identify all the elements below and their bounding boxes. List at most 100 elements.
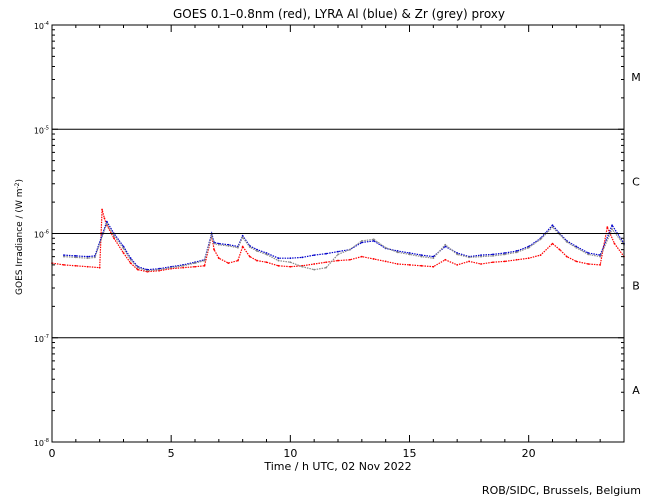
data-point-lyra_al: [372, 239, 375, 242]
data-point-goes: [599, 263, 602, 266]
y-tick-label: 10-4: [34, 21, 49, 31]
data-point-goes: [372, 258, 375, 260]
data-point-lyra_zr: [170, 266, 173, 269]
data-point-goes: [575, 260, 578, 263]
y-axis-ticks: 10-810-710-610-510-4: [34, 21, 624, 448]
data-point-lyra_al: [301, 256, 304, 259]
data-point-lyra_al: [313, 254, 316, 257]
x-axis-ticks: 0 5 10 15 20: [49, 25, 625, 460]
data-point-lyra_zr: [396, 251, 399, 254]
data-point-lyra_zr: [241, 236, 244, 239]
data-point-lyra_zr: [301, 265, 304, 268]
data-point-lyra_al: [408, 252, 411, 254]
flare-class-label: M: [631, 71, 641, 84]
y-tick-base: 10: [34, 231, 44, 240]
data-point-lyra_zr: [256, 250, 258, 252]
data-point-goes: [420, 264, 423, 267]
data-point-lyra_zr: [146, 269, 149, 272]
data-point-lyra_zr: [217, 243, 220, 246]
data-point-goes: [384, 260, 387, 263]
data-point-lyra_zr: [360, 239, 363, 242]
data-point-lyra_zr: [74, 256, 77, 259]
data-point-lyra_zr: [337, 253, 339, 256]
data-point-goes: [122, 252, 125, 254]
data-point-lyra_zr: [227, 245, 230, 247]
data-point-goes: [396, 263, 399, 265]
data-point-lyra_al: [265, 252, 268, 254]
x-tick-label: 5: [168, 447, 175, 460]
x-tick-label: 15: [403, 447, 417, 460]
flare-class-labels: A B C M: [631, 71, 641, 397]
data-point-goes: [613, 242, 616, 245]
data-point-lyra_zr: [408, 253, 411, 256]
data-point-goes: [182, 266, 184, 269]
data-point-goes: [349, 258, 351, 261]
data-point-lyra_al: [420, 254, 423, 257]
data-point-goes: [539, 254, 542, 257]
data-point-goes: [527, 257, 530, 260]
data-point-lyra_al: [492, 253, 494, 256]
y-tick-exponent: -7: [44, 334, 49, 340]
data-point-lyra_zr: [63, 255, 65, 258]
flare-class-label: A: [632, 384, 640, 397]
flare-class-label: B: [632, 280, 640, 293]
data-point-lyra_zr: [551, 226, 554, 229]
data-point-lyra_zr: [611, 228, 613, 231]
data-point-goes: [256, 259, 258, 262]
data-point-lyra_al: [74, 254, 77, 257]
data-point-lyra_zr: [289, 261, 292, 264]
data-point-lyra_al: [396, 250, 399, 252]
data-point-lyra_zr: [527, 246, 530, 249]
y-tick-base: 10: [34, 335, 44, 344]
data-point-lyra_zr: [210, 234, 213, 237]
data-point-goes: [86, 265, 89, 268]
data-point-goes: [587, 263, 590, 265]
chart-title: GOES 0.1–0.8nm (red), LYRA Al (blue) & Z…: [173, 7, 505, 21]
data-point-goes: [237, 259, 239, 262]
data-point-lyra_zr: [105, 222, 108, 225]
data-point-lyra_zr: [503, 253, 506, 256]
y-tick-exponent: -5: [44, 125, 49, 131]
data-point-lyra_zr: [277, 259, 280, 262]
data-point-lyra_zr: [237, 246, 239, 249]
data-point-lyra_zr: [248, 246, 251, 249]
data-point-lyra_al: [611, 224, 613, 227]
x-tick-label: 10: [283, 447, 297, 460]
x-axis-label: Time / h UTC, 02 Nov 2022: [263, 460, 411, 473]
data-point-goes: [480, 263, 482, 265]
series-line-lyra_al: [63, 220, 625, 271]
data-point-goes: [203, 264, 206, 267]
data-point-goes: [408, 263, 411, 266]
data-point-goes: [606, 226, 609, 229]
data-point-goes: [432, 265, 435, 268]
data-point-lyra_zr: [129, 258, 132, 261]
y-tick-label: 10-6: [34, 230, 49, 240]
flare-class-label: C: [632, 175, 640, 188]
data-point-goes: [492, 261, 494, 264]
data-point-goes: [136, 268, 139, 271]
data-point-goes: [113, 237, 115, 240]
data-point-goes: [468, 260, 470, 263]
y-tick-exponent: -6: [44, 230, 49, 236]
data-point-goes: [217, 257, 220, 260]
data-point-lyra_zr: [94, 256, 96, 259]
y-tick-base: 10: [34, 439, 44, 448]
data-point-lyra_al: [129, 257, 132, 260]
data-point-lyra_al: [337, 250, 339, 253]
data-point-goes: [103, 217, 106, 220]
data-point-goes: [129, 262, 132, 265]
y-tick-label: 10-8: [34, 438, 49, 448]
data-point-lyra_zr: [565, 241, 568, 243]
data-point-lyra_zr: [325, 266, 327, 269]
y-axis-label: GOES Irradiance / (W m-2): [14, 179, 26, 295]
data-point-lyra_zr: [456, 253, 459, 256]
y-tick-label: 10-5: [34, 125, 49, 135]
data-point-lyra_zr: [587, 253, 590, 256]
x-tick-label: 0: [49, 447, 56, 460]
data-point-goes: [213, 248, 215, 251]
data-point-lyra_zr: [372, 238, 375, 241]
y-tick-label: 10-7: [34, 334, 49, 344]
data-point-lyra_zr: [492, 254, 494, 257]
data-point-goes: [325, 261, 327, 264]
